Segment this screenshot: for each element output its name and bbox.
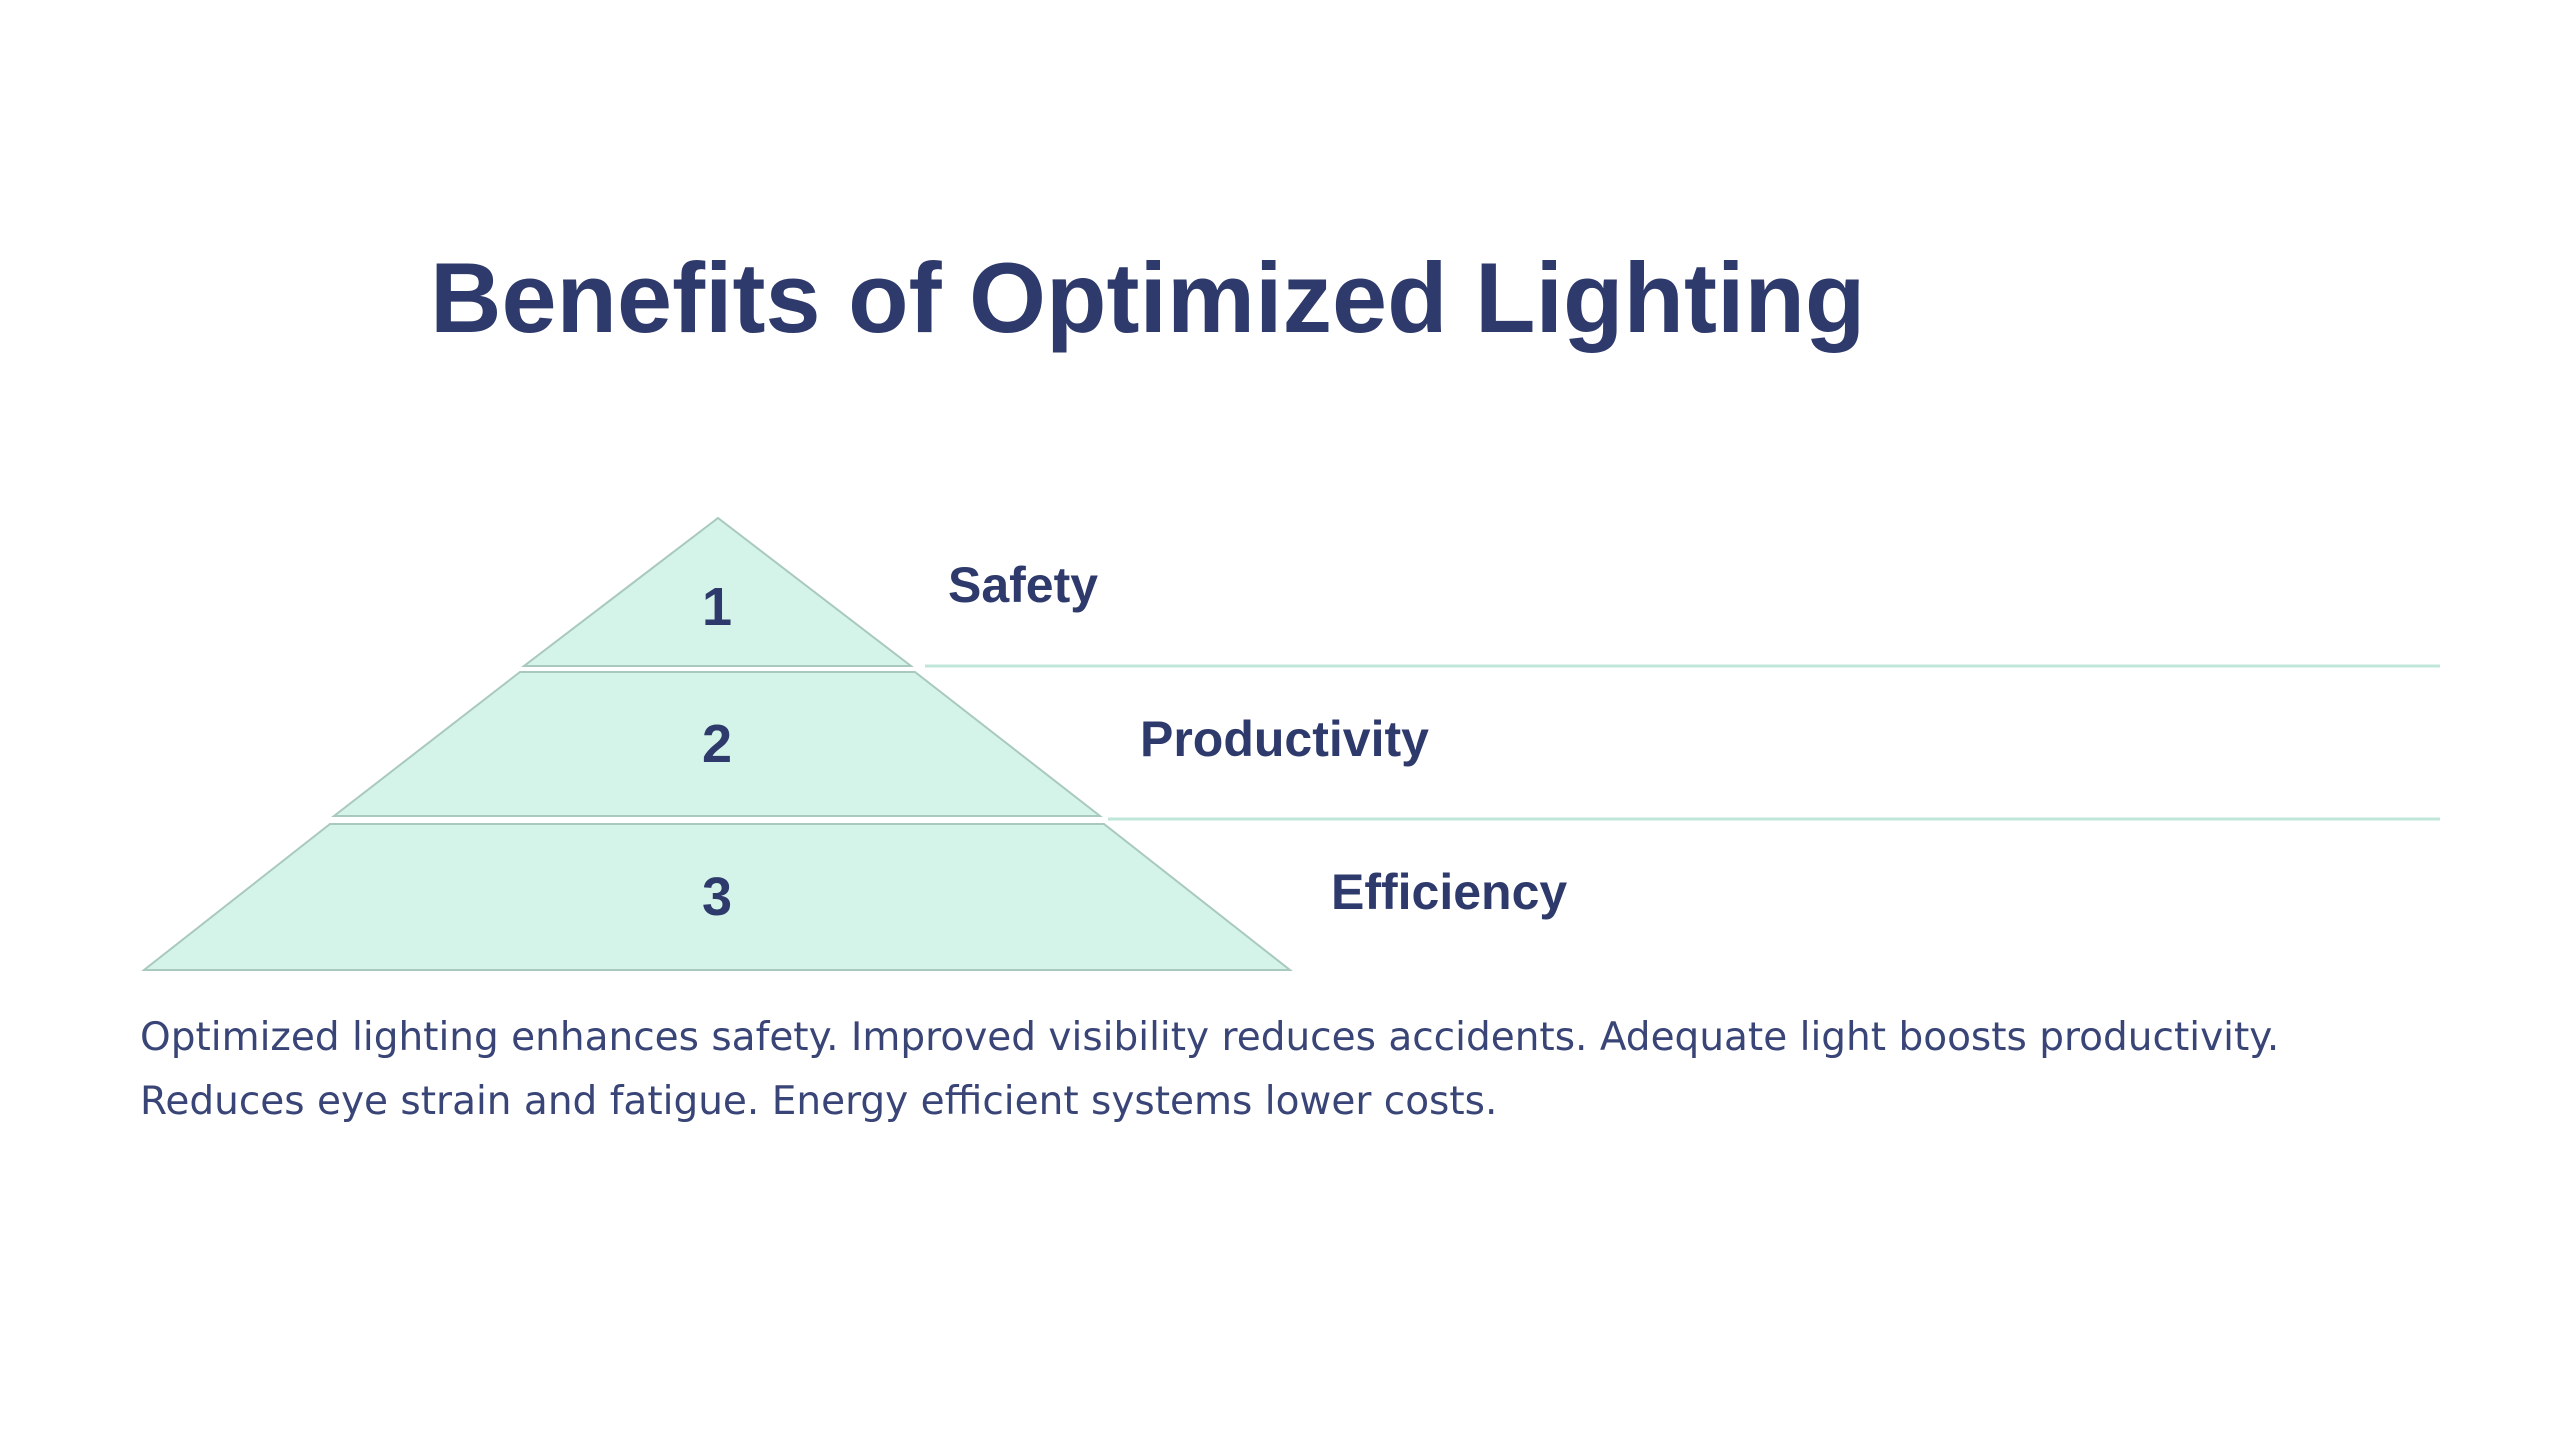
slide-title: Benefits of Optimized Lighting (430, 242, 1866, 353)
pyramid-tier-2: 2 (331, 671, 1103, 817)
pyramid-tier-2-shape (331, 671, 1103, 817)
slide-description: Optimized lighting enhances safety. Impr… (140, 1015, 2280, 1124)
pyramid-tier-1-number: 1 (702, 577, 732, 637)
pyramid-tier-1: 1 (521, 516, 914, 667)
pyramid-tier-1-label: Safety (948, 557, 1098, 613)
pyramid-tier-3-label: Efficiency (1331, 864, 1567, 920)
pyramid-tier-2-number: 2 (702, 714, 732, 774)
pyramid-tier-1-shape (521, 516, 914, 667)
pyramid-tier-3-shape (141, 823, 1293, 971)
pyramid-tier-2-label: Productivity (1140, 711, 1429, 767)
pyramid-tier-3: 3 (141, 823, 1293, 971)
pyramid-tier-3-number: 3 (702, 867, 732, 927)
